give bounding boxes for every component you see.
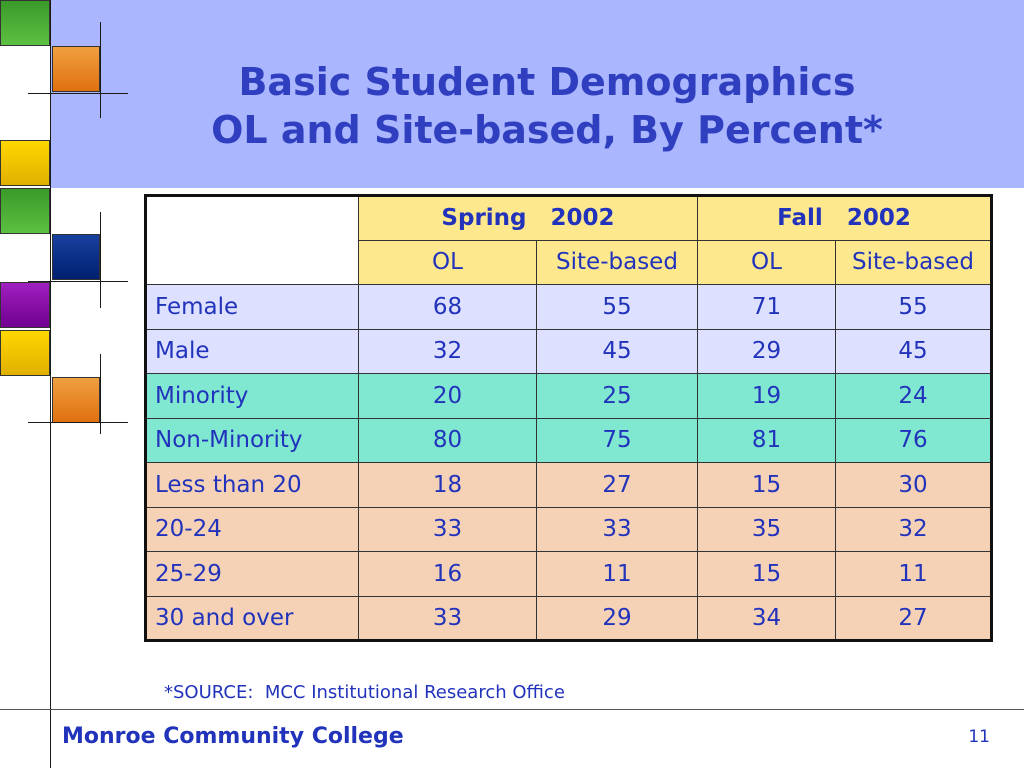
decor-line-horizontal-2 — [28, 281, 128, 282]
decor-line-vertical-1 — [100, 22, 101, 118]
term-header-fall: Fall 2002 — [697, 195, 992, 241]
row-label: Non-Minority — [145, 417, 359, 463]
table-corner-blank — [145, 195, 359, 285]
table-cell: 33 — [358, 595, 537, 641]
row-label: Male — [145, 328, 359, 374]
table-cell: 32 — [358, 328, 537, 374]
subheader-fall-site-based: Site-based — [835, 239, 992, 285]
decor-square-yellow — [0, 140, 50, 186]
table-cell: 24 — [835, 373, 992, 419]
table-cell: 30 — [835, 462, 992, 508]
table-row: Female 68 55 71 55 — [145, 284, 992, 330]
decor-line-vertical-3 — [100, 354, 101, 434]
row-label: 25-29 — [145, 551, 359, 597]
table-cell: 27 — [536, 462, 698, 508]
table-row: 20-24 33 33 35 32 — [145, 506, 992, 552]
subheader-spring-site-based: Site-based — [536, 239, 698, 285]
table-cell: 29 — [697, 328, 836, 374]
table-cell: 27 — [835, 595, 992, 641]
footer-college-name: Monroe Community College — [62, 724, 404, 749]
decor-square-green — [0, 0, 50, 46]
table-cell: 35 — [697, 506, 836, 552]
slide-title: Basic Student Demographics OL and Site-b… — [50, 58, 1024, 154]
row-label: Female — [145, 284, 359, 330]
table-cell: 15 — [697, 462, 836, 508]
table-cell: 75 — [536, 417, 698, 463]
source-note: *SOURCE: MCC Institutional Research Offi… — [164, 682, 565, 703]
table-cell: 81 — [697, 417, 836, 463]
table-cell: 19 — [697, 373, 836, 419]
table-cell: 15 — [697, 551, 836, 597]
slide-title-line-1: Basic Student Demographics — [238, 60, 856, 104]
table-cell: 29 — [536, 595, 698, 641]
table-cell: 45 — [835, 328, 992, 374]
row-label: 30 and over — [145, 595, 359, 641]
table-cell: 25 — [536, 373, 698, 419]
decor-square-green-2 — [0, 188, 50, 234]
table-cell: 71 — [697, 284, 836, 330]
table-cell: 16 — [358, 551, 537, 597]
table-cell: 45 — [536, 328, 698, 374]
subheader-spring-ol: OL — [358, 239, 537, 285]
header-band — [50, 0, 1024, 188]
table-row: Less than 20 18 27 15 30 — [145, 462, 992, 508]
table-cell: 76 — [835, 417, 992, 463]
decor-square-navy — [52, 234, 100, 280]
table-cell: 18 — [358, 462, 537, 508]
decor-line-vertical-2 — [100, 212, 101, 308]
demographics-table: Spring 2002 Fall 2002 OL Site-based OL S… — [144, 194, 993, 642]
decor-square-purple — [0, 282, 50, 328]
table-cell: 11 — [536, 551, 698, 597]
row-label: Minority — [145, 373, 359, 419]
table-cell: 55 — [835, 284, 992, 330]
table-row: Male 32 45 29 45 — [145, 328, 992, 374]
page-number: 11 — [968, 727, 990, 747]
table-row: Minority 20 25 19 24 — [145, 373, 992, 419]
table-cell: 33 — [536, 506, 698, 552]
table-cell: 80 — [358, 417, 537, 463]
table-header-row-terms: Spring 2002 Fall 2002 — [145, 195, 992, 285]
table-row: 30 and over 33 29 34 27 — [145, 595, 992, 641]
table-cell: 33 — [358, 506, 537, 552]
table-cell: 55 — [536, 284, 698, 330]
decor-square-orange — [52, 46, 100, 92]
footer-divider — [0, 709, 1024, 710]
row-label: Less than 20 — [145, 462, 359, 508]
decor-square-yellow-2 — [0, 330, 50, 376]
decor-line-left-vertical — [50, 0, 51, 768]
table-row: 25-29 16 11 15 11 — [145, 551, 992, 597]
table-cell: 11 — [835, 551, 992, 597]
table-cell: 20 — [358, 373, 537, 419]
table-cell: 32 — [835, 506, 992, 552]
decor-line-horizontal-1 — [28, 93, 128, 94]
table-cell: 34 — [697, 595, 836, 641]
table-row: Non-Minority 80 75 81 76 — [145, 417, 992, 463]
slide-title-line-2: OL and Site-based, By Percent* — [211, 108, 883, 152]
subheader-fall-ol: OL — [697, 239, 836, 285]
decor-line-horizontal-3 — [28, 422, 128, 423]
decor-square-orange-2 — [52, 377, 100, 423]
row-label: 20-24 — [145, 506, 359, 552]
table-cell: 68 — [358, 284, 537, 330]
term-header-spring: Spring 2002 — [358, 195, 698, 241]
